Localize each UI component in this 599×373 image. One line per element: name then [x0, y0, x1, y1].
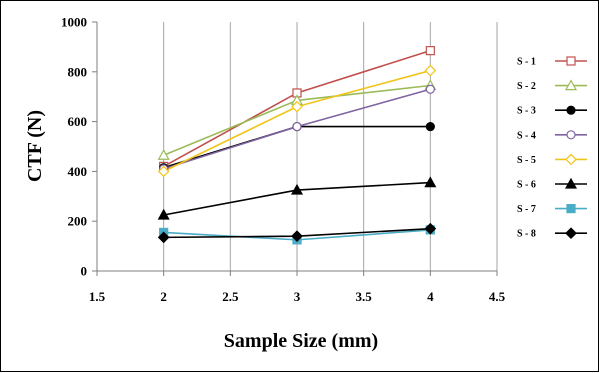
x-tick-label: 4.5: [489, 289, 506, 304]
legend-marker-7: [566, 204, 576, 214]
series-4-point: [292, 121, 302, 132]
x-tick-label: 4: [427, 289, 434, 304]
legend-label-6: S - 6: [517, 180, 536, 191]
series-8-point: [424, 222, 437, 235]
x-tick-label: 2: [160, 289, 167, 304]
y-tick-label: 0: [81, 264, 88, 279]
series-markers: [157, 46, 437, 245]
legend-marker-3: [566, 105, 576, 115]
legend-label-7: S - 7: [517, 204, 536, 215]
series-1-point: [425, 46, 435, 56]
x-tick-label: 2.5: [222, 289, 239, 304]
legend-label-4: S - 4: [517, 130, 536, 141]
legend-marker-4: [566, 130, 576, 140]
x-axis-title: Sample Size (mm): [224, 330, 378, 352]
series-6-point: [157, 208, 170, 220]
y-axis-title: CTF (N): [24, 110, 46, 182]
legend: S - 1 S - 2 S - 3 S - 4 S - 5 S - 6 S - 7 S - 8: [517, 56, 587, 240]
series-2-point: [157, 148, 170, 160]
y-tick-label: 200: [68, 214, 88, 229]
y-tick-label: 800: [68, 64, 88, 79]
series-5-point: [291, 100, 303, 113]
legend-label-2: S - 2: [517, 81, 536, 92]
series-8-point: [291, 230, 303, 242]
tick-labels: 0 200 400 600 800 1000 1.5 2 2.5 3 3.5 4 4.5: [61, 15, 506, 305]
legend-label-8: S - 8: [517, 229, 536, 240]
legend-marker-6: [564, 177, 578, 189]
series-5-point: [157, 165, 170, 178]
axes: [92, 21, 498, 276]
legend-marker-2: [564, 79, 578, 91]
legend-label-3: S - 3: [517, 106, 536, 117]
series-3-point: [425, 121, 435, 132]
legend-marker-5: [565, 153, 577, 166]
series-6-point: [290, 183, 304, 195]
y-tick-label: 1000: [61, 15, 87, 30]
series-6-point: [424, 176, 437, 188]
series-8-point: [157, 231, 170, 244]
x-tick-label: 1.5: [89, 289, 106, 304]
y-tick-label: 600: [68, 114, 88, 129]
legend-marker-8: [565, 227, 577, 240]
legend-label-1: S - 1: [517, 57, 536, 68]
legend-label-5: S - 5: [517, 155, 536, 166]
series-5-point: [424, 64, 437, 77]
x-tick-label: 3.5: [356, 289, 373, 304]
x-tick-label: 3: [294, 289, 301, 304]
series-4-point: [425, 84, 435, 94]
legend-marker-1: [566, 56, 576, 66]
y-tick-label: 400: [68, 164, 88, 179]
